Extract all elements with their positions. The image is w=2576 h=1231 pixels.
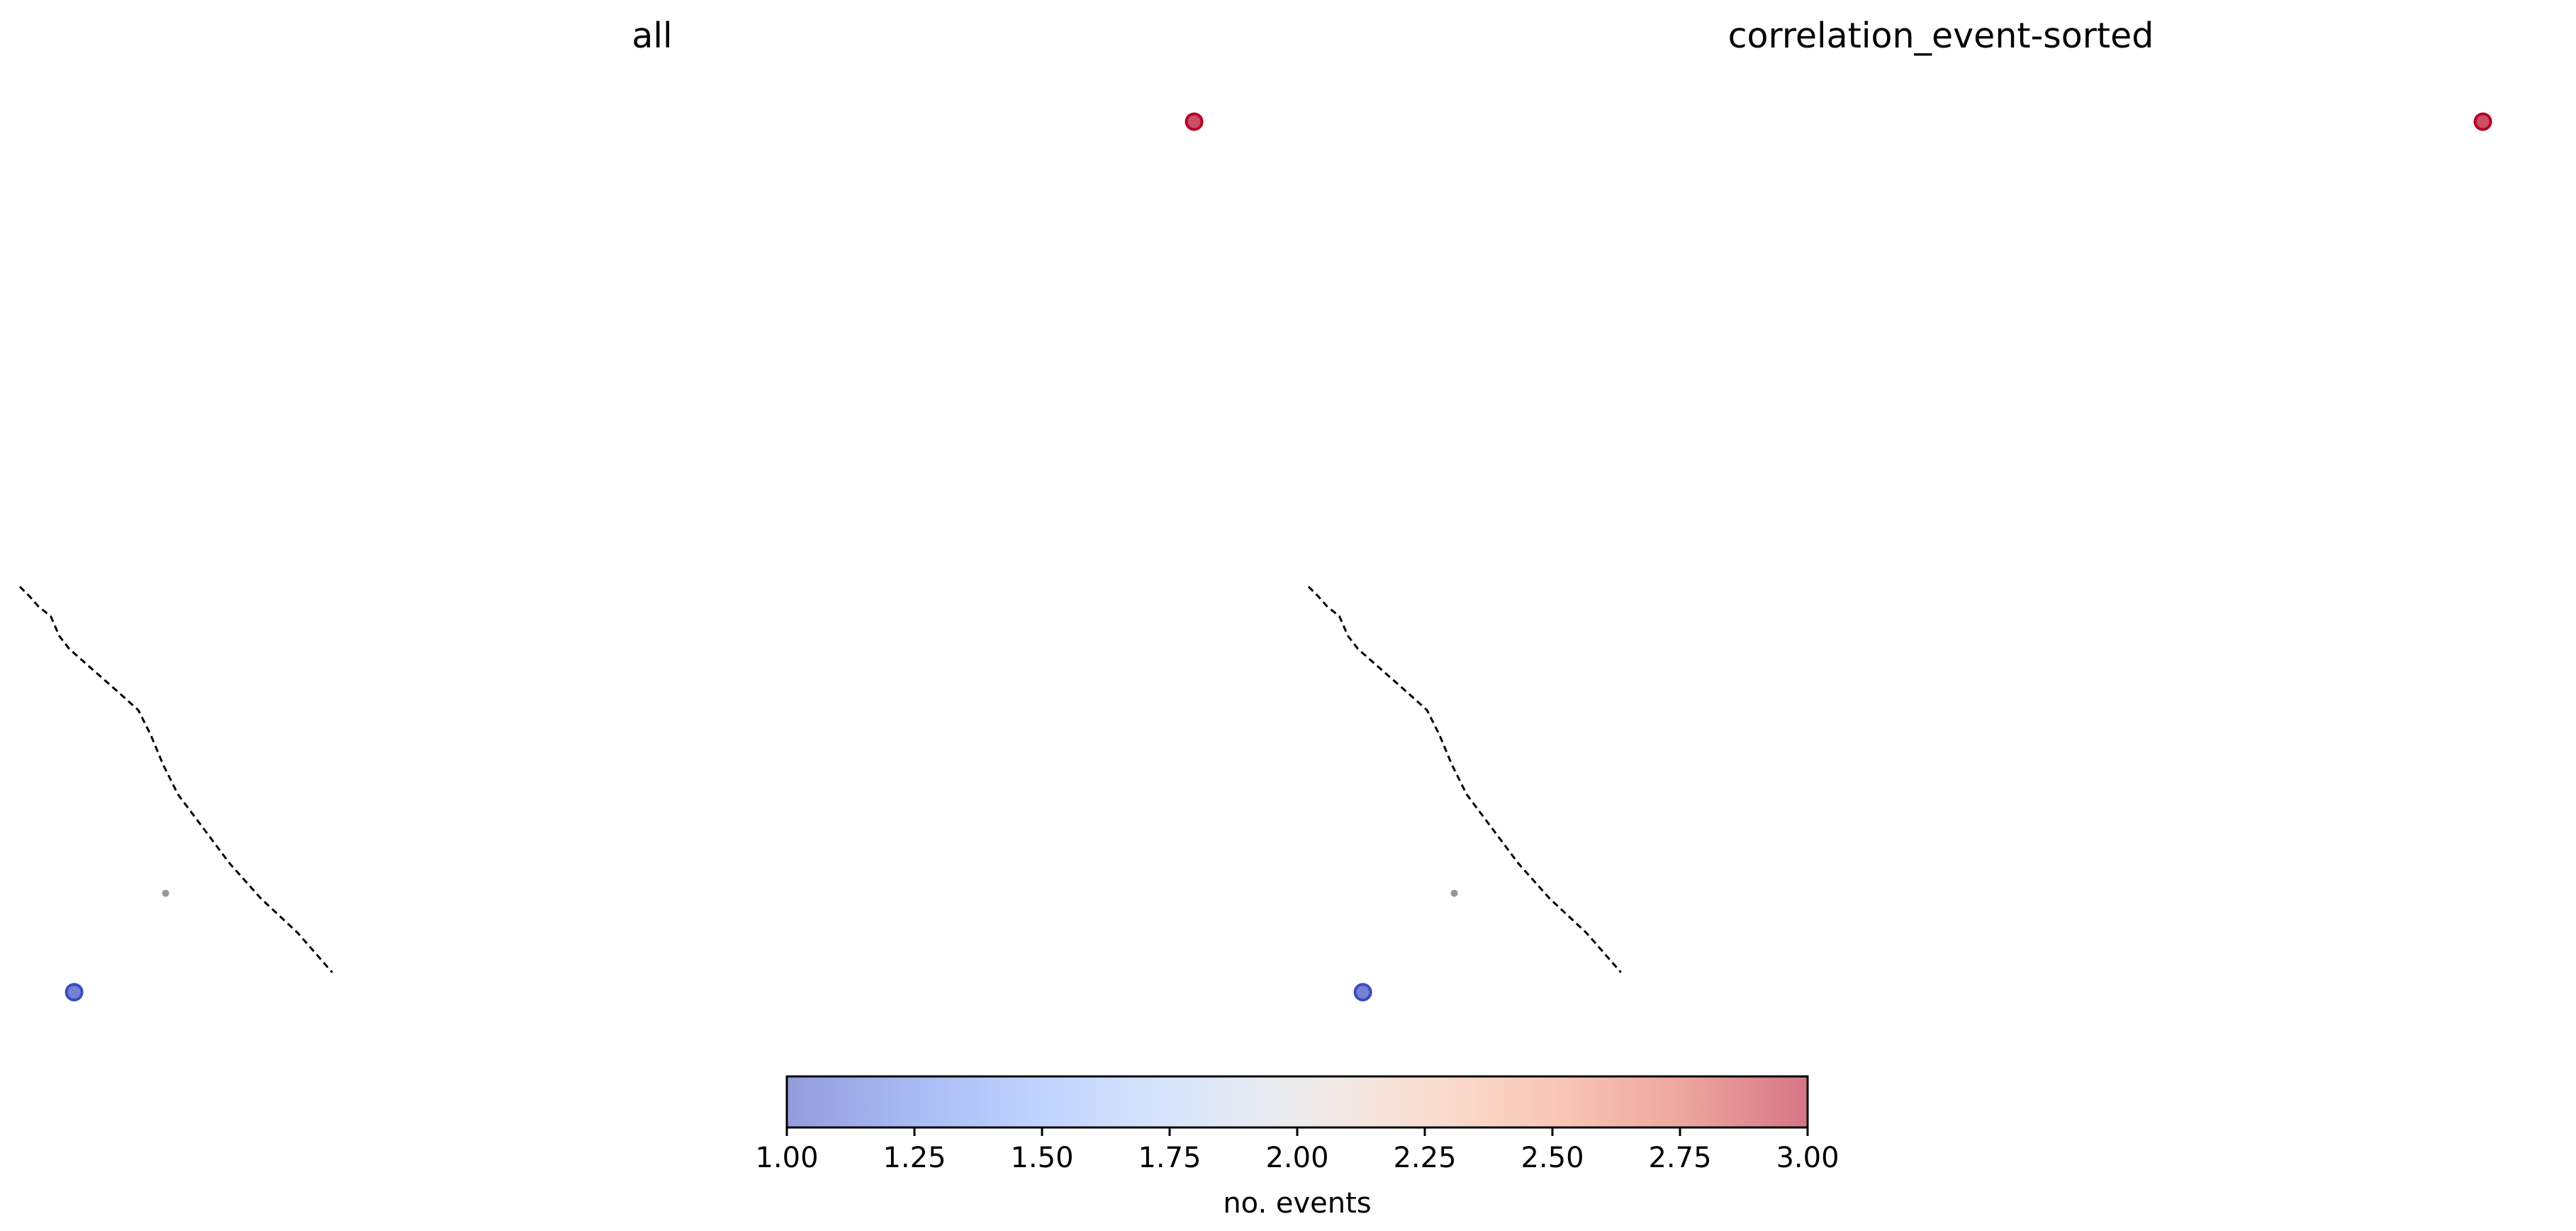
colorbar-tick-label: 2.75 bbox=[1648, 1142, 1711, 1174]
data-point bbox=[1185, 112, 1204, 131]
small-data-point bbox=[162, 889, 169, 897]
panel-all: all bbox=[18, 16, 1204, 1002]
colorbar-gradient-bar bbox=[785, 1075, 1809, 1129]
plot-area-correlation-event-sorted bbox=[1307, 112, 2492, 1002]
colorbar-tick-label: 1.00 bbox=[755, 1142, 818, 1174]
colorbar-tick-label: 1.50 bbox=[1010, 1142, 1073, 1174]
colorbar-tick-label: 3.00 bbox=[1776, 1142, 1839, 1174]
dashed-curve bbox=[18, 586, 333, 974]
panel-title-correlation-event-sorted: correlation_event-sorted bbox=[1728, 16, 2154, 56]
colorbar-label: no. events bbox=[1223, 1187, 1371, 1220]
colorbar-ticks: 1.00 1.25 1.50 1.75 2.00 2.25 2.50 2.75 3.00 bbox=[755, 1127, 1839, 1174]
data-point bbox=[1353, 983, 1372, 1002]
colorbar: 1.00 1.25 1.50 1.75 2.00 2.25 2.50 2.75 3.00 no.… bbox=[755, 1075, 1839, 1220]
dashed-curve bbox=[1307, 586, 1622, 974]
plot-area-all bbox=[18, 112, 1204, 1002]
colorbar-tick-label: 1.75 bbox=[1138, 1142, 1201, 1174]
data-point bbox=[65, 983, 84, 1002]
panel-title-all: all bbox=[632, 16, 672, 56]
small-data-point bbox=[1450, 889, 1458, 897]
colorbar-tick-label: 1.25 bbox=[883, 1142, 946, 1174]
colorbar-tick-label: 2.25 bbox=[1393, 1142, 1456, 1174]
panel-correlation-event-sorted: correlation_event-sorted bbox=[1307, 16, 2492, 1002]
colorbar-tick-label: 2.50 bbox=[1521, 1142, 1584, 1174]
colorbar-tick-label: 2.00 bbox=[1265, 1142, 1328, 1174]
data-point bbox=[2473, 112, 2492, 131]
